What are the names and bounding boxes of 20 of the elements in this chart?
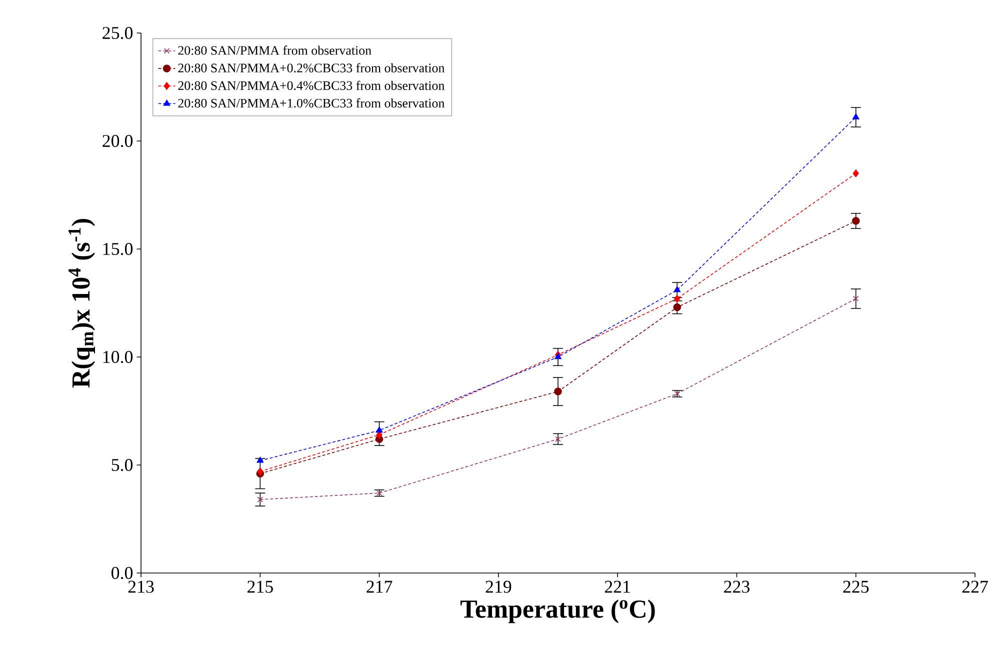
x-tick-label: 215 xyxy=(247,580,273,593)
y-axis-title: R(q$_{m}$)x 10$^{4}$ (s$^{-1}$) xyxy=(68,218,96,388)
x-axis-title: Temperature ($^{o}$C) xyxy=(460,600,655,624)
legend-label: 20:80 SAN/PMMA from observation xyxy=(178,46,372,55)
x-tick-label: 219 xyxy=(486,580,512,593)
y-tick-label: 10.0 xyxy=(103,350,133,364)
y-tick-label: 25.0 xyxy=(102,26,133,40)
y-tick-label: 0.0 xyxy=(112,566,133,580)
x-tick-label: 213 xyxy=(128,580,154,593)
y-tick-label: 20.0 xyxy=(102,134,133,148)
x-tick-label: 227 xyxy=(962,580,988,593)
y-tick-label: 5.0 xyxy=(112,458,133,472)
legend-label: 20:80 SAN/PMMA+1.0%CBC33 from observation xyxy=(178,98,445,108)
legend-label: 20:80 SAN/PMMA+0.2%CBC33 from observation xyxy=(178,63,445,72)
legend-label: 20:80 SAN/PMMA+0.4%CBC33 from observation xyxy=(178,80,445,90)
x-tick-label: 221 xyxy=(604,580,630,593)
x-tick-label: 225 xyxy=(843,580,869,593)
y-tick-label: 15.0 xyxy=(103,242,133,256)
x-tick-label: 223 xyxy=(724,580,750,593)
x-tick-label: 217 xyxy=(366,580,392,593)
